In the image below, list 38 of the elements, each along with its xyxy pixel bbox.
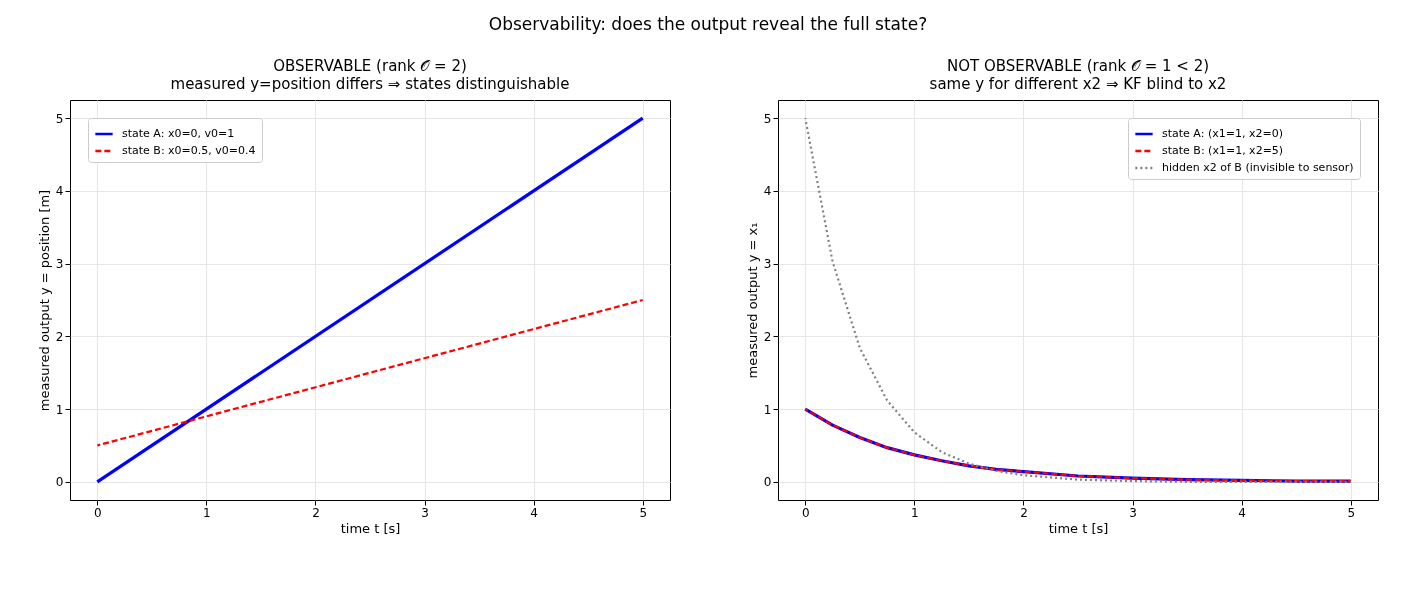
chart-title: OBSERVABLE (rank 𝒪 = 2) xyxy=(273,57,467,75)
y-axis-title: measured output y = position [m] xyxy=(36,189,52,412)
y-tick-label: 3 xyxy=(55,257,64,272)
x-tick-label: 1 xyxy=(911,505,919,520)
x-tick-label: 2 xyxy=(312,505,320,520)
y-tick-label: 2 xyxy=(763,329,772,344)
y-axis-title: measured output y = x₁ xyxy=(744,222,760,379)
x-tick-label: 4 xyxy=(530,505,538,520)
legend-label: state B: x0=0.5, v0=0.4 xyxy=(122,144,256,157)
chart-subtitle: measured y=position differs ⇒ states distinguishable xyxy=(170,75,570,93)
y-tick-label: 3 xyxy=(763,257,772,272)
legend-label: state B: (x1=1, x2=5) xyxy=(1162,144,1284,157)
y-tick-label: 4 xyxy=(55,184,64,199)
chart-subtitle: same y for different x2 ⇒ KF blind to x2 xyxy=(929,75,1227,93)
x-tick-label: 4 xyxy=(1238,505,1246,520)
legend-label: hidden x2 of B (invisible to sensor) xyxy=(1162,161,1354,174)
y-tick-label: 5 xyxy=(55,111,64,126)
x-tick-label: 5 xyxy=(1347,505,1356,520)
x-tick-label: 2 xyxy=(1020,505,1028,520)
y-tick-label: 5 xyxy=(763,111,772,126)
y-tick-label: 0 xyxy=(763,475,772,490)
legend-label: state A: x0=0, v0=1 xyxy=(122,127,235,140)
x-tick-label: 3 xyxy=(1129,505,1137,520)
x-tick-label: 0 xyxy=(93,505,102,520)
x-tick-label: 0 xyxy=(801,505,810,520)
x-tick-label: 5 xyxy=(639,505,648,520)
y-tick-label: 0 xyxy=(55,475,64,490)
y-tick-label: 2 xyxy=(55,329,64,344)
y-tick-label: 4 xyxy=(763,184,772,199)
y-tick-label: 1 xyxy=(763,402,772,417)
y-tick-label: 1 xyxy=(55,402,64,417)
chart-title: NOT OBSERVABLE (rank 𝒪 = 1 < 2) xyxy=(946,57,1210,75)
legend-label: state A: (x1=1, x2=0) xyxy=(1162,127,1283,140)
x-tick-label: 3 xyxy=(421,505,429,520)
x-axis-title: time t [s] xyxy=(1048,520,1109,536)
x-axis-title: time t [s] xyxy=(340,520,401,536)
text: Observability: does the output reveal the full state? xyxy=(487,13,929,36)
x-tick-label: 1 xyxy=(203,505,211,520)
